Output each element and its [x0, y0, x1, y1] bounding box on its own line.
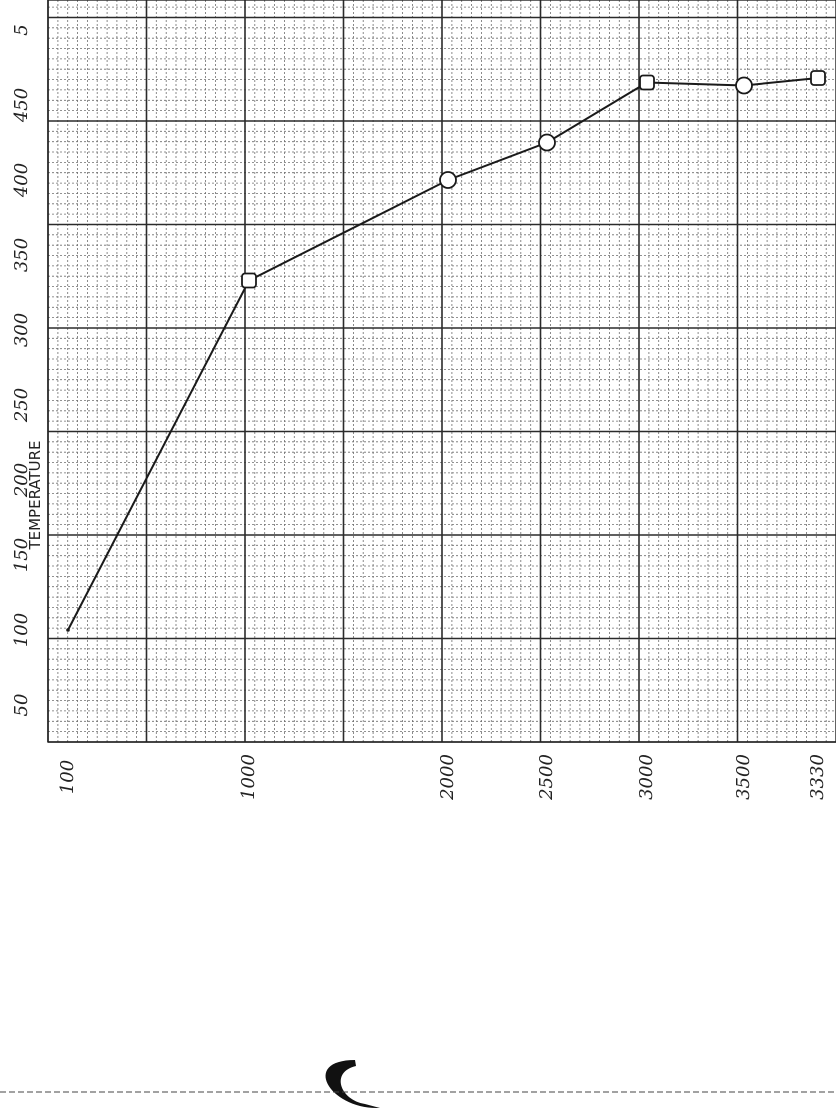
y-tick-label: 200	[11, 463, 32, 498]
y-tick-label: 100	[11, 613, 32, 647]
data-point-marker	[66, 628, 70, 632]
plot-frame	[47, 0, 836, 743]
x-tick-label: 3500	[733, 754, 754, 800]
data-point-marker	[735, 76, 753, 95]
data-point-marker	[241, 272, 257, 289]
x-axis-tick-labels: 100 1000 2000 2500 3000 3500 3330	[57, 754, 828, 801]
y-tick-label: 400	[11, 163, 32, 198]
x-tick-label: 3000	[636, 754, 657, 800]
x-tick-label: 2000	[437, 754, 458, 801]
x-tick-label: 2500	[536, 754, 557, 801]
y-tick-label: 5	[11, 24, 32, 35]
y-tick-label: 250	[11, 388, 32, 423]
y-axis-title: TEMPERATURE	[26, 440, 44, 550]
data-point-marker	[439, 171, 457, 189]
data-point-marker	[810, 70, 826, 86]
y-tick-label: 350	[11, 238, 32, 272]
data-point-marker	[538, 133, 556, 152]
series-markers	[66, 70, 826, 632]
y-tick-label: 150	[11, 538, 32, 572]
y-tick-label: 450	[11, 88, 32, 123]
y-axis-tick-labels: 50 100 150 200 250 300 350 400 450 5	[11, 24, 32, 716]
y-tick-label: 300	[11, 313, 32, 347]
x-tick-label: 100	[57, 760, 78, 794]
grid-major	[47, 0, 836, 743]
data-point-marker	[639, 74, 655, 91]
y-tick-label: 50	[11, 694, 32, 717]
x-tick-label: 3330	[807, 754, 828, 800]
x-tick-label: 1000	[238, 754, 259, 800]
binder-clip-mark	[325, 1060, 380, 1109]
